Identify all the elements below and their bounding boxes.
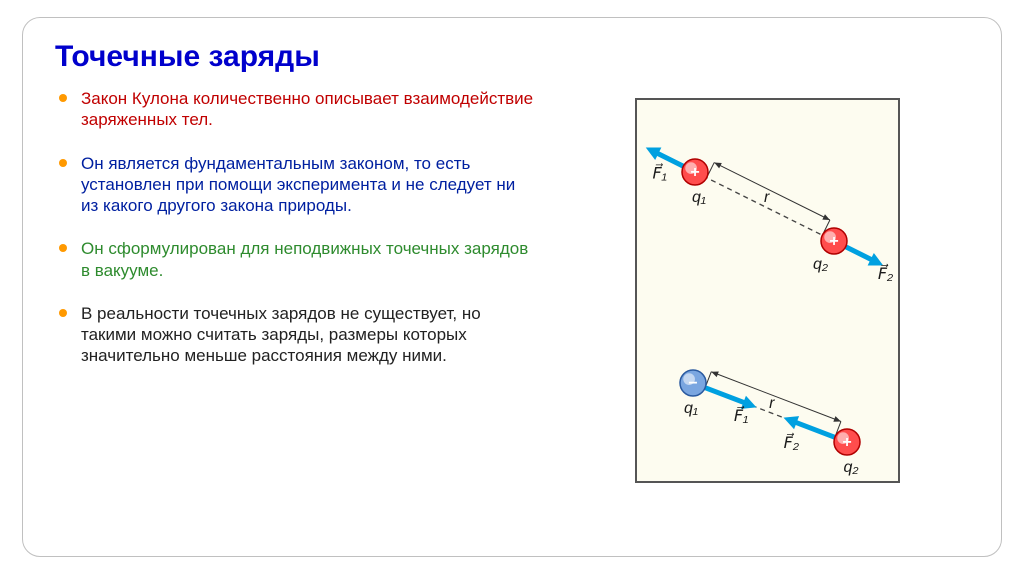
svg-text:F⃗₁: F⃗₁ <box>733 405 747 425</box>
svg-text:F⃗₁: F⃗₁ <box>652 163 666 183</box>
charges-diagram: r + + F⃗₁ q₁ q₂ F⃗₂ r − + q₁ F⃗₁ F⃗₂ q₂ <box>635 98 900 483</box>
bullet-item: В реальности точечных зарядов не существ… <box>55 303 535 367</box>
svg-text:+: + <box>829 233 838 250</box>
bullet-item: Закон Кулона количественно описывает вза… <box>55 88 535 131</box>
svg-text:q₂: q₂ <box>843 459 858 476</box>
diagram-svg: r + + F⃗₁ q₁ q₂ F⃗₂ r − + q₁ F⃗₁ F⃗₂ q₂ <box>637 100 898 481</box>
svg-text:r: r <box>769 395 775 412</box>
svg-text:r: r <box>764 189 770 206</box>
bullet-column: Закон Кулона количественно описывает вза… <box>55 88 535 483</box>
svg-text:q₁: q₁ <box>692 189 706 206</box>
svg-text:+: + <box>690 164 699 181</box>
svg-text:q₂: q₂ <box>813 256 828 273</box>
svg-text:F⃗₂: F⃗₂ <box>877 263 892 283</box>
diagram-column: r + + F⃗₁ q₁ q₂ F⃗₂ r − + q₁ F⃗₁ F⃗₂ q₂ <box>565 88 969 483</box>
page-title: Точечные заряды <box>55 40 969 74</box>
svg-text:F⃗₂: F⃗₂ <box>783 432 798 452</box>
slide: Точечные заряды Закон Кулона количествен… <box>22 17 1002 557</box>
bullet-item: Он сформулирован для неподвижных точечны… <box>55 238 535 281</box>
svg-text:+: + <box>842 434 851 451</box>
bullet-list: Закон Кулона количественно описывает вза… <box>55 88 535 367</box>
svg-text:q₁: q₁ <box>684 400 698 417</box>
svg-text:−: − <box>688 375 697 392</box>
bullet-item: Он является фундаментальным законом, то … <box>55 153 535 217</box>
content-row: Закон Кулона количественно описывает вза… <box>55 88 969 483</box>
